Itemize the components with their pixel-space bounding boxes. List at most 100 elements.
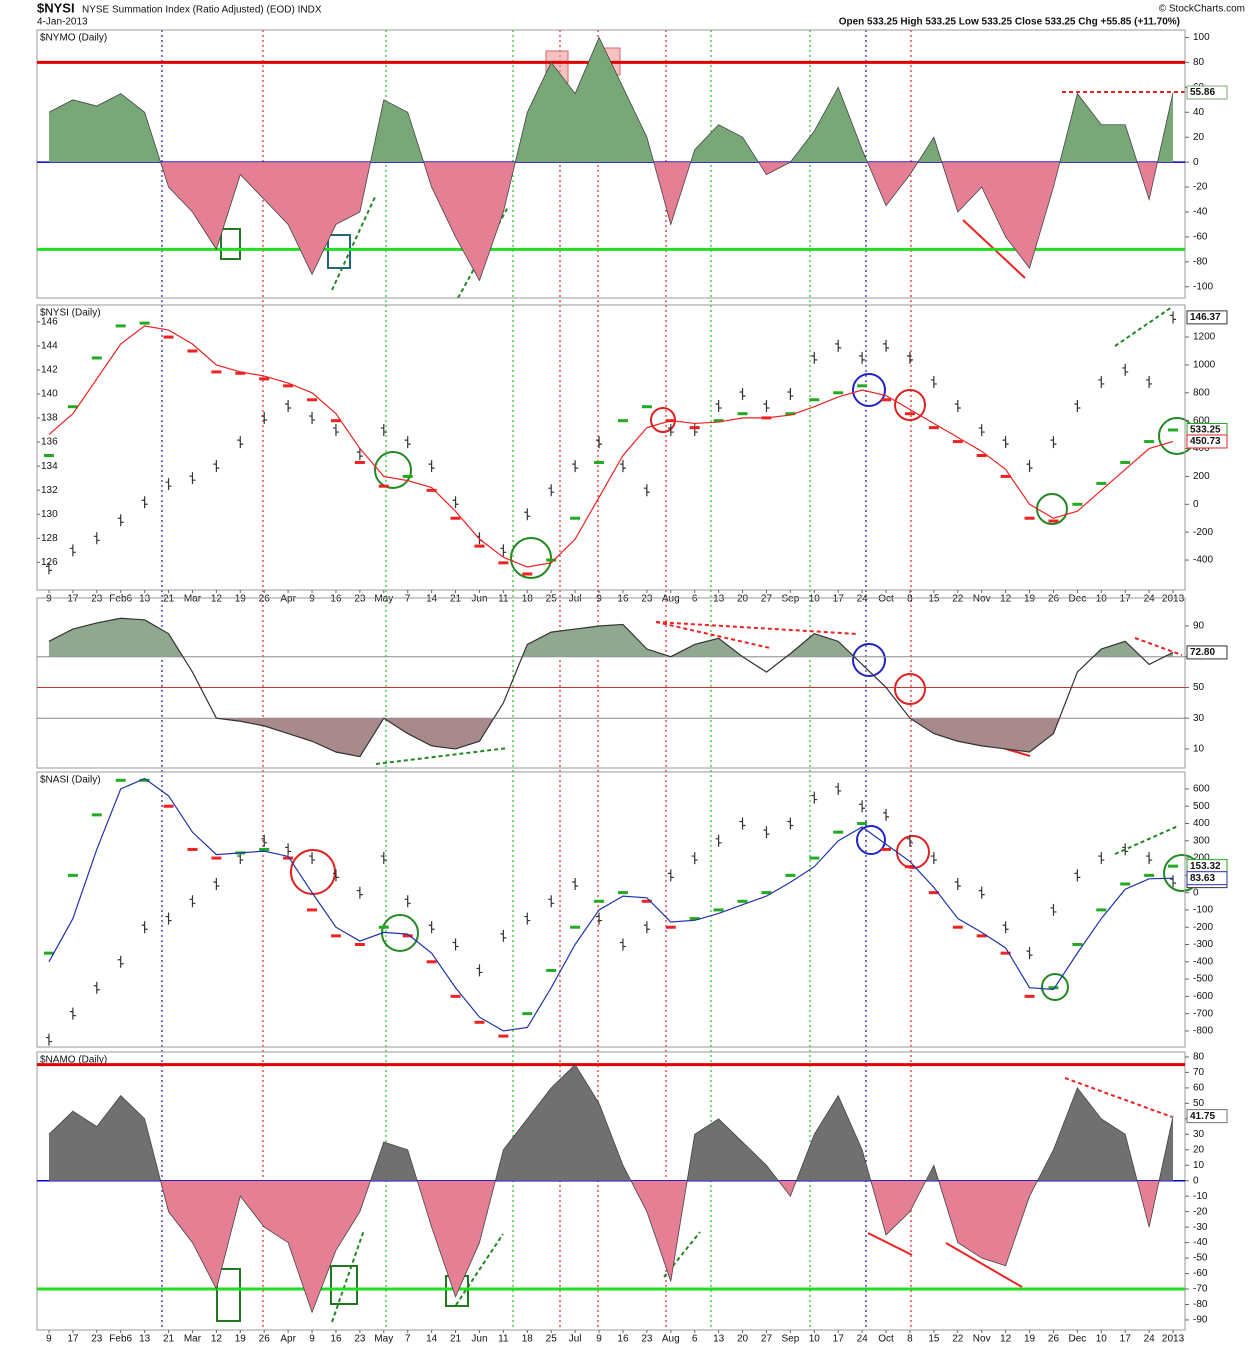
y-tick-label: -400 — [1193, 956, 1213, 967]
price-bar — [1002, 921, 1009, 934]
y-tick-label: 60 — [1193, 1083, 1205, 1094]
price-bar — [596, 912, 603, 925]
price-bar — [69, 1007, 76, 1020]
x-tick-label: 17 — [67, 594, 79, 605]
price-bar — [309, 852, 316, 865]
x-tick-label: Dec — [1068, 1334, 1086, 1345]
x-tick-label: 19 — [1024, 594, 1036, 605]
x-tick-label: 16 — [617, 1334, 629, 1345]
annotation-circle — [510, 537, 552, 579]
x-tick-label: 12 — [211, 1334, 223, 1345]
price-bar — [978, 424, 985, 437]
price-bar — [811, 791, 818, 804]
x-tick-label: 10 — [1096, 594, 1108, 605]
price-bar — [117, 955, 124, 968]
x-tick-label: May — [374, 1334, 393, 1345]
annotation-box — [330, 1265, 358, 1305]
price-bar — [930, 852, 937, 865]
annotation-trend — [331, 196, 376, 291]
price-bar — [548, 484, 555, 497]
x-tick-label: 12 — [211, 594, 223, 605]
annotation-circle — [374, 451, 412, 489]
x-tick-label: 7 — [405, 594, 411, 605]
x-tick-label: 22 — [952, 1334, 964, 1345]
x-tick-label: 14 — [426, 594, 438, 605]
last-value-box — [1186, 871, 1228, 886]
price-bar — [1026, 460, 1033, 473]
area-negative — [160, 1180, 1160, 1313]
panel-frame — [36, 771, 1186, 1048]
x-tick-label: 25 — [546, 1334, 558, 1345]
x-tick-label: 16 — [330, 594, 342, 605]
price-bar — [715, 400, 722, 413]
price-bar — [165, 478, 172, 491]
x-tick-label: 19 — [235, 594, 247, 605]
price-bar — [309, 412, 316, 425]
last-value-label: 55.86 — [1190, 87, 1215, 98]
x-tick-label: 13 — [713, 1334, 725, 1345]
y-tick-label: -80 — [1193, 256, 1208, 267]
x-tick-label: Dec — [1068, 594, 1086, 605]
price-bar — [285, 843, 292, 856]
price-bar — [261, 834, 268, 847]
x-tick-label: 9 — [309, 594, 315, 605]
y-tick-label: -60 — [1193, 232, 1208, 243]
x-tick-label: Mar — [184, 594, 202, 605]
x-tick-label: Oct — [878, 594, 894, 605]
x-tick-label: 21 — [163, 594, 175, 605]
x-tick-label: 11 — [498, 1334, 509, 1345]
y-tick-label: -500 — [1193, 974, 1213, 985]
price-bar — [117, 514, 124, 527]
price-bar — [165, 912, 172, 925]
annotation-circle — [290, 849, 336, 895]
y-tick-label: 0 — [1193, 157, 1199, 168]
x-tick-label: Nov — [973, 594, 991, 605]
annotation-trend — [1134, 637, 1183, 656]
price-bar — [787, 817, 794, 830]
series-line — [48, 617, 1174, 758]
price-bar — [261, 412, 268, 425]
y-tick-label: 80 — [1193, 1052, 1205, 1063]
last-value-label: 72.80 — [1190, 647, 1215, 658]
series-line — [48, 777, 1174, 1032]
y-tick-label: -80 — [1193, 1299, 1208, 1310]
last-value-box — [1186, 434, 1228, 449]
x-tick-label: 20 — [737, 594, 749, 605]
price-bar — [835, 782, 842, 795]
last-value-box — [1186, 1109, 1228, 1124]
x-tick-label: Aug — [662, 594, 680, 605]
price-bar — [524, 508, 531, 521]
y-tick-label: 600 — [1193, 784, 1210, 795]
area-negative — [160, 162, 1158, 281]
last-value-label: 153.32 — [1190, 861, 1221, 872]
x-tick-label: Apr — [280, 1334, 296, 1345]
price-bar — [452, 938, 459, 951]
y-tick-label: 10 — [1193, 1160, 1205, 1171]
y-tick-label: 138 — [41, 413, 58, 424]
y-tick-label: 30 — [1193, 1129, 1205, 1140]
x-tick-label: 15 — [928, 594, 940, 605]
x-tick-label: 10 — [809, 594, 821, 605]
annotation-box — [220, 228, 241, 260]
price-bar — [1050, 903, 1057, 916]
price-bar — [332, 869, 339, 882]
x-tick-label: 16 — [617, 594, 629, 605]
x-tick-label: 17 — [833, 594, 845, 605]
annotation-circle — [856, 825, 886, 855]
panel-frame — [36, 29, 1186, 299]
price-bar — [715, 834, 722, 847]
x-tick-label: 12 — [1000, 1334, 1012, 1345]
x-tick-label: 24 — [857, 1334, 869, 1345]
x-tick-label: Jun — [471, 594, 487, 605]
y2-tick-label: 800 — [1193, 387, 1210, 398]
y2-tick-label: 600 — [1193, 415, 1210, 426]
x-tick-label: Jul — [569, 594, 582, 605]
price-bar — [1098, 375, 1105, 388]
price-bar — [1098, 852, 1105, 865]
price-bar — [1074, 869, 1081, 882]
price-bar — [954, 400, 961, 413]
price-bar — [93, 981, 100, 994]
last-value-label: 41.75 — [1190, 1111, 1215, 1122]
price-bar — [619, 938, 626, 951]
annotation-box — [216, 1268, 241, 1322]
